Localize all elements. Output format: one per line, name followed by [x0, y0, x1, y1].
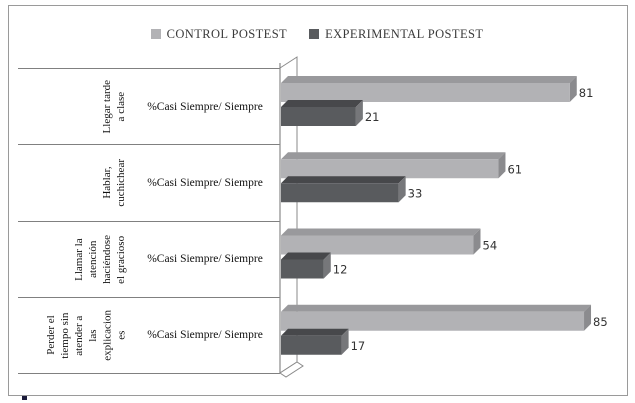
bar-value-label-s1-g2: 12	[333, 263, 348, 277]
bar-value-label-s0-g0: 81	[579, 86, 594, 100]
bar-value-label-s1-g1: 33	[408, 186, 423, 200]
bar-value-label-s1-g0: 21	[365, 110, 380, 124]
category-row-1: Llegar tarde a clase %Casi Siempre/ Siem…	[18, 69, 280, 146]
legend-label-experimental: EXPERIMENTAL POSTEST	[325, 26, 484, 41]
category-row-4: Perder el tiempo sin atender a las expli…	[18, 298, 280, 374]
bar-s0-g2	[281, 235, 474, 255]
sublabel-cell-2: %Casi Siempre/ Siempre	[130, 145, 280, 220]
cropped-caption-artifact	[22, 396, 27, 400]
bar-s0-g3	[281, 311, 585, 331]
bar-top-s0-g0	[281, 76, 577, 83]
bar-side-s0-g0	[569, 76, 577, 102]
bar-side-s0-g2	[473, 228, 481, 255]
bar-s1-g0	[281, 107, 356, 126]
frequency-label-3: %Casi Siempre/ Siempre	[147, 253, 263, 266]
category-axis-table: Llegar tarde a clase %Casi Siempre/ Siem…	[18, 68, 280, 374]
legend-swatch-control-icon	[150, 29, 161, 39]
legend-item-control: CONTROL POSTEST	[150, 26, 288, 42]
bar-top-s1-g2	[281, 252, 331, 260]
bar-value-label-s0-g1: 61	[507, 162, 522, 176]
bar-top-s1-g1	[281, 176, 406, 184]
bar-side-s1-g3	[341, 328, 349, 355]
bar-top-s0-g3	[281, 304, 592, 312]
bar-top-s1-g3	[281, 328, 349, 336]
bar-side-s1-g1	[398, 176, 406, 203]
frequency-label-2: %Casi Siempre/ Siempre	[147, 176, 263, 189]
bar-side-s1-g2	[323, 252, 331, 279]
legend: CONTROL POSTEST EXPERIMENTAL POSTEST	[8, 25, 626, 43]
category-row-2: Hablar, cuchichear %Casi Siempre/ Siempr…	[18, 145, 280, 222]
sublabel-cell-4: %Casi Siempre/ Siempre	[130, 298, 280, 373]
bar-s1-g3	[281, 335, 342, 355]
legend-item-experimental: EXPERIMENTAL POSTEST	[309, 27, 483, 42]
bar-top-s0-g1	[281, 152, 506, 160]
category-row-3: Llamar la atención haciéndose el gracios…	[18, 222, 280, 298]
bar-side-s0-g3	[584, 304, 592, 331]
bar-s0-g1	[281, 159, 499, 179]
bar-side-s1-g0	[355, 100, 363, 126]
bar-value-label-s1-g3: 17	[351, 339, 366, 353]
sublabel-cell-1: %Casi Siempre/ Siempre	[130, 69, 280, 144]
bar-value-label-s0-g2: 54	[483, 239, 498, 253]
sublabel-cell-3: %Casi Siempre/ Siempre	[130, 222, 280, 297]
bar-value-label-s0-g3: 85	[593, 315, 608, 329]
bar-s0-g0	[281, 83, 570, 102]
legend-label-control: CONTROL POSTEST	[166, 26, 288, 41]
bar-s1-g1	[281, 183, 399, 203]
bar-side-s0-g1	[498, 152, 506, 179]
bar-top-s1-g0	[281, 100, 363, 107]
bar-top-s0-g2	[281, 228, 481, 236]
floor-corner-panel	[279, 361, 304, 378]
legend-swatch-experimental-icon	[309, 29, 320, 39]
frequency-label-4: %Casi Siempre/ Siempre	[147, 329, 263, 342]
frequency-label-1: %Casi Siempre/ Siempre	[147, 100, 263, 113]
bar-s1-g2	[281, 259, 324, 279]
